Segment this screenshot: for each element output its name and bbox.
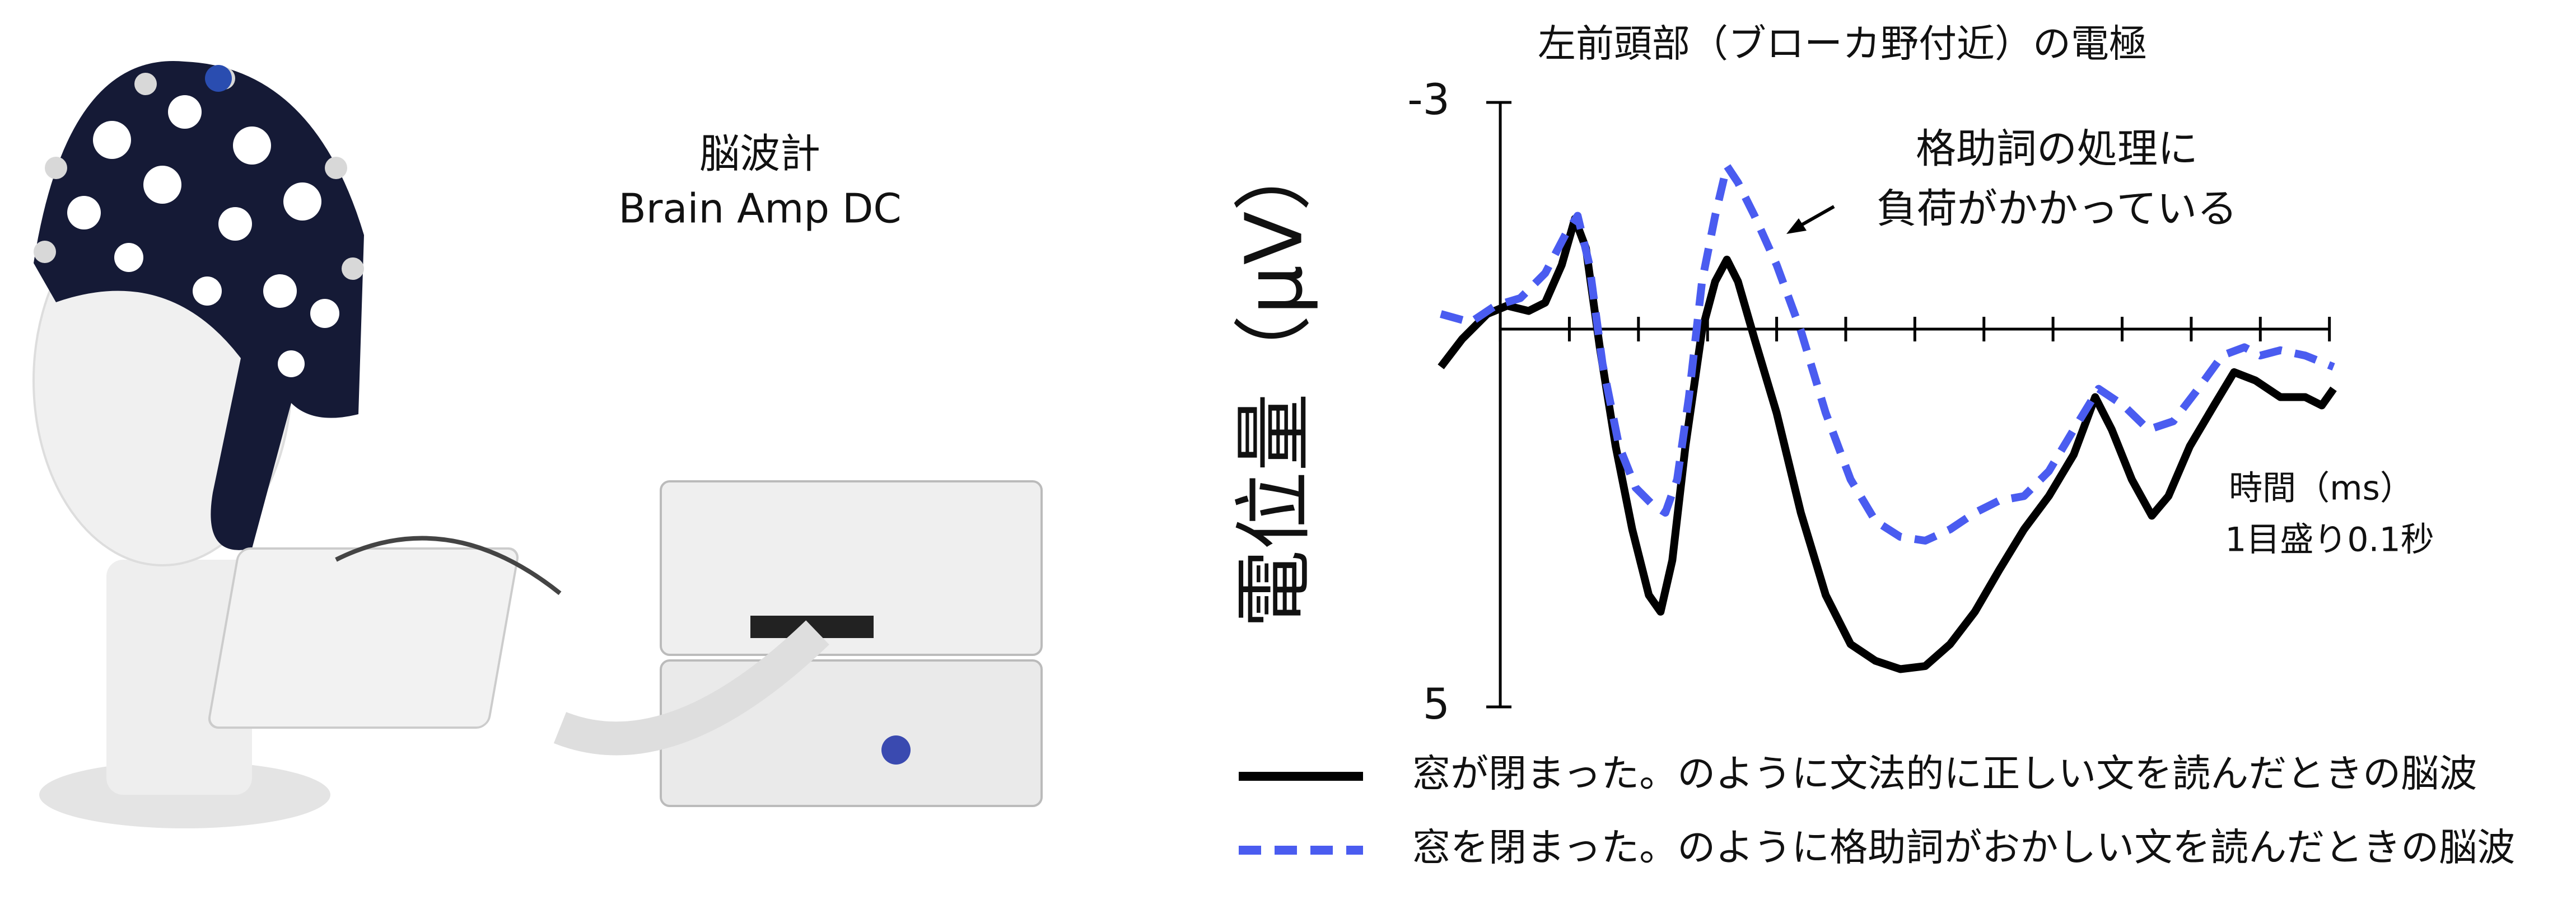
eeg-photo — [32, 61, 1043, 828]
annotation: 格助詞の処理に — [1916, 125, 2198, 172]
photo-caption: 脳波計 — [699, 130, 820, 177]
x-axis-label: 時間（ms） — [2229, 469, 2414, 508]
x-axis-note: 1目盛り0.1秒 — [2225, 521, 2434, 560]
y-axis-label: 電位量（μV） — [1229, 133, 1320, 629]
y-tick-label: -3 — [1407, 74, 1450, 124]
legend-label: 窓が閉まった。のように文法的に正しい文を読んだときの脳波 — [1412, 752, 2477, 796]
y-tick-label: 5 — [1423, 679, 1450, 729]
photo-caption: Brain Amp DC — [618, 185, 901, 232]
chart-title: 左前頭部（ブローカ野付近）の電極 — [1538, 22, 2147, 67]
legend-label: 窓を閉まった。のように格助詞がおかしい文を読んだときの脳波 — [1412, 826, 2515, 870]
series-line — [1440, 162, 2335, 545]
annotation-arrow — [1786, 205, 1835, 234]
annotation: 負荷がかかっている — [1877, 185, 2237, 232]
series-line — [1438, 214, 2337, 673]
